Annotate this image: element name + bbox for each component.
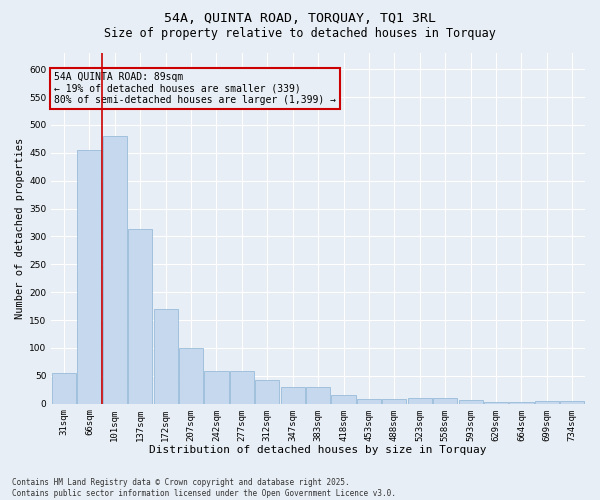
- Text: 54A QUINTA ROAD: 89sqm
← 19% of detached houses are smaller (339)
80% of semi-de: 54A QUINTA ROAD: 89sqm ← 19% of detached…: [54, 72, 336, 105]
- Bar: [408, 398, 432, 404]
- Text: Contains HM Land Registry data © Crown copyright and database right 2025.
Contai: Contains HM Land Registry data © Crown c…: [12, 478, 396, 498]
- Bar: [52, 373, 76, 404]
- X-axis label: Distribution of detached houses by size in Torquay: Distribution of detached houses by size …: [149, 445, 487, 455]
- Bar: [205, 371, 229, 404]
- Text: 54A, QUINTA ROAD, TORQUAY, TQ1 3RL: 54A, QUINTA ROAD, TORQUAY, TQ1 3RL: [164, 12, 436, 26]
- Bar: [433, 398, 457, 404]
- Bar: [179, 348, 203, 404]
- Bar: [357, 400, 381, 404]
- Y-axis label: Number of detached properties: Number of detached properties: [15, 138, 25, 318]
- Bar: [458, 400, 483, 404]
- Bar: [154, 309, 178, 404]
- Bar: [509, 402, 533, 404]
- Bar: [103, 136, 127, 404]
- Bar: [281, 387, 305, 404]
- Bar: [77, 150, 101, 404]
- Bar: [331, 396, 356, 404]
- Text: Size of property relative to detached houses in Torquay: Size of property relative to detached ho…: [104, 26, 496, 40]
- Bar: [230, 371, 254, 404]
- Bar: [306, 387, 330, 404]
- Bar: [560, 402, 584, 404]
- Bar: [484, 402, 508, 404]
- Bar: [255, 380, 280, 404]
- Bar: [382, 400, 406, 404]
- Bar: [535, 402, 559, 404]
- Bar: [128, 229, 152, 404]
